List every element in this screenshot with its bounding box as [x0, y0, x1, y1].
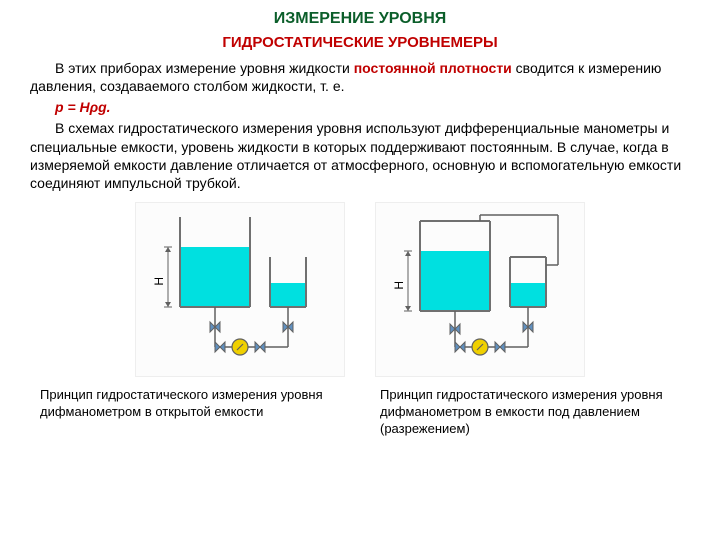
caption-left: Принцип гидростатического измерения уров… [40, 387, 340, 438]
caption-right: Принцип гидростатического измерения уров… [380, 387, 680, 438]
title-main: ИЗМЕРЕНИЕ УРОВНЯ [30, 10, 690, 28]
paragraph-1: В этих приборах измерение уровня жидкост… [30, 59, 690, 95]
paragraph-2: В схемах гидростатического измерения уро… [30, 119, 690, 192]
captions-row: Принцип гидростатического измерения уров… [30, 387, 690, 438]
diagrams-row: H H [30, 202, 690, 377]
para1-pre: В этих приборах измерение уровня жидкост… [55, 60, 354, 76]
svg-text:H: H [392, 281, 406, 290]
para1-highlight: постоянной плотности [354, 60, 512, 76]
title-sub: ГИДРОСТАТИЧЕСКИЕ УРОВНЕМЕРЫ [30, 34, 690, 51]
formula: p = Hρg. [30, 99, 690, 115]
diagram-left: H [135, 202, 345, 377]
diagram-right: H [375, 202, 585, 377]
svg-text:H: H [152, 277, 166, 286]
